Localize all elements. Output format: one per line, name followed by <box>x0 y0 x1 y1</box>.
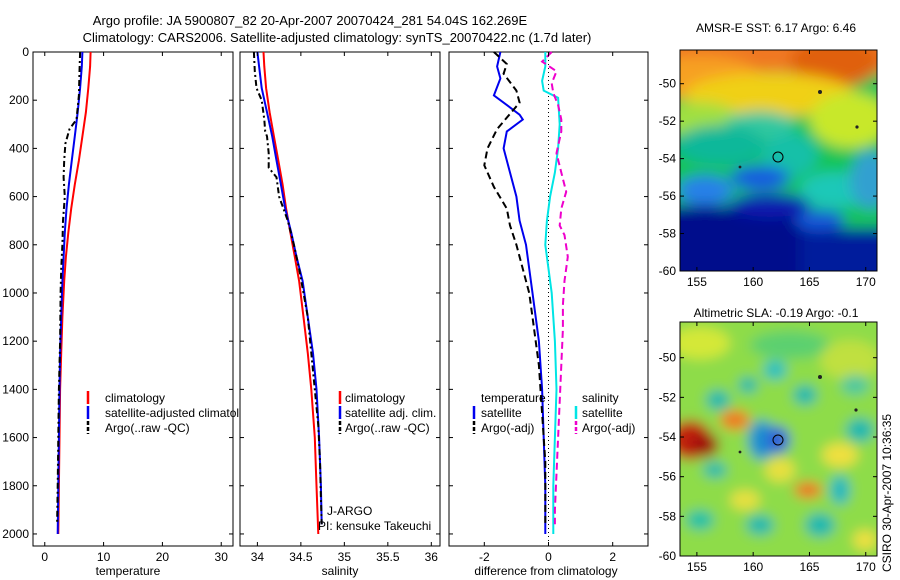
depth-tick-label: 1200 <box>2 334 29 348</box>
credit-label: CSIRO 30-Apr-2007 10:36:35 <box>880 414 894 572</box>
depth-tick-label: 400 <box>9 141 29 155</box>
sla-map-xtick-label: 160 <box>743 560 763 574</box>
sla-map-float-marker <box>772 434 784 446</box>
difference-legend-temperature: temperature satellite Argo(-adj) <box>472 391 546 435</box>
sla-map-ytick-label: -54 <box>659 430 677 444</box>
difference-xtick-label: -2 <box>479 550 490 564</box>
sst-map-island-dot <box>855 125 859 129</box>
difference-legend-salinity-title: salinity <box>582 391 619 405</box>
salinity-xtick-label: 35 <box>338 550 352 564</box>
difference-series-1 <box>483 51 547 525</box>
difference-legend-sal-satellite: satellite <box>582 406 623 420</box>
sst-map-panel: AMSR-E SST: 6.17 Argo: 6.46 <box>659 21 878 289</box>
figure-title-line1: Argo profile: JA 5900807_82 20-Apr-2007 … <box>93 13 528 28</box>
sla-map-island-dot <box>818 375 822 379</box>
temperature-series-2 <box>56 51 82 525</box>
temperature-legend-climatology: climatology <box>105 391 165 405</box>
sst-map-ytick-label: -52 <box>659 114 677 128</box>
sla-map-axes-box <box>679 321 878 557</box>
sla-map-island-dot <box>738 450 742 454</box>
depth-tick-label: 0 <box>22 45 29 59</box>
depth-tick-label: 2000 <box>2 527 29 541</box>
difference-panel: -2 0 2 difference from climatology tempera… <box>448 51 649 578</box>
temperature-xtick-label: 10 <box>97 550 111 564</box>
sla-map-image <box>680 322 877 556</box>
sst-map-axes-box <box>679 49 878 272</box>
temperature-legend: climatology satellite-adjusted climatolo… <box>86 391 258 435</box>
salinity-legend-argo: Argo(..raw -QC) <box>345 421 430 435</box>
difference-axes-box <box>448 51 649 547</box>
salinity-legend-satellite: satellite adj. clim. <box>345 406 436 420</box>
depth-tick-label: 1600 <box>2 431 29 445</box>
depth-tick-label: 600 <box>9 190 29 204</box>
sst-map-xtick-label: 170 <box>856 275 876 289</box>
depth-tick-label: 1800 <box>2 479 29 493</box>
difference-series-0 <box>492 51 547 534</box>
sst-map-ytick-label: -60 <box>659 264 677 278</box>
sst-map-image <box>680 50 877 271</box>
sla-map-xtick-label: 165 <box>799 560 819 574</box>
salinity-xtick-label: 34.5 <box>289 550 313 564</box>
difference-legend-sal-argo: Argo(-adj) <box>582 421 635 435</box>
temperature-axes-box <box>32 51 234 547</box>
difference-legend-temp-argo: Argo(-adj) <box>481 421 534 435</box>
sst-map-float-marker <box>772 151 784 163</box>
temperature-xtick-label: 30 <box>215 550 229 564</box>
salinity-xtick-label: 36 <box>425 550 439 564</box>
difference-legend-temperature-title: temperature <box>481 391 546 405</box>
sst-map-xtick-label: 160 <box>743 275 763 289</box>
sst-map-ytick-label: -56 <box>659 189 677 203</box>
temperature-xtick-label: 20 <box>156 550 170 564</box>
difference-series-3 <box>540 51 569 525</box>
difference-xtick-label: 2 <box>609 550 616 564</box>
sla-map-ytick-label: -60 <box>659 549 677 563</box>
salinity-series-2 <box>252 51 323 525</box>
sst-map-xtick-label: 155 <box>687 275 707 289</box>
difference-legend-salinity: salinity satellite Argo(-adj) <box>574 391 635 435</box>
difference-legend-temp-satellite: satellite <box>481 406 522 420</box>
temperature-legend-argo: Argo(..raw -QC) <box>105 421 190 435</box>
salinity-annotation-pi: PI: kensuke Takeuchi <box>318 519 431 533</box>
difference-series-2 <box>541 52 561 534</box>
sla-map-panel: Altimetric SLA: -0.19 Argo: -0.1 <box>659 306 878 574</box>
sla-map-xtick-label: 170 <box>856 560 876 574</box>
sst-map-ytick-label: -58 <box>659 227 677 241</box>
sst-map-ytick-label: -50 <box>659 77 677 91</box>
sla-map-ytick-label: -52 <box>659 390 677 404</box>
salinity-panel: 34 34.5 35 35.5 36 salinity climatology sate… <box>239 51 441 578</box>
salinity-annotation-program: J-ARGO <box>327 504 372 518</box>
sst-map-island-dot <box>738 165 742 169</box>
temperature-legend-satellite: satellite-adjusted climatology <box>105 406 258 420</box>
depth-tick-label: 800 <box>9 238 29 252</box>
temperature-xtick-label: 0 <box>41 550 48 564</box>
sla-map-xtick-label: 155 <box>687 560 707 574</box>
difference-xlabel: difference from climatology <box>474 564 617 578</box>
temperature-panel: 0 10 20 30 0 200 400 600 800 1000 1200 1400 1600 1800… <box>2 45 258 578</box>
sla-map-ytick-label: -56 <box>659 470 677 484</box>
temperature-xlabel: temperature <box>96 564 161 578</box>
sst-map-ytick-label: -54 <box>659 152 677 166</box>
sla-map-ytick-label: -50 <box>659 351 677 365</box>
salinity-xtick-label: 35.5 <box>376 550 400 564</box>
salinity-legend: climatology satellite adj. clim. Argo(..… <box>338 391 436 435</box>
sst-map-island-dot <box>818 90 822 94</box>
figure-title-line2: Climatology: CARS2006. Satellite-adjuste… <box>83 30 592 45</box>
depth-tick-label: 1400 <box>2 382 29 396</box>
sla-map-ytick-label: -58 <box>659 509 677 523</box>
difference-xtick-label: 0 <box>545 550 552 564</box>
depth-tick-label: 200 <box>9 93 29 107</box>
sst-map-title: AMSR-E SST: 6.17 Argo: 6.46 <box>696 21 856 35</box>
salinity-legend-climatology: climatology <box>345 391 405 405</box>
sla-map-title: Altimetric SLA: -0.19 Argo: -0.1 <box>694 306 859 320</box>
depth-tick-label: 1000 <box>2 286 29 300</box>
salinity-xtick-label: 34 <box>251 550 265 564</box>
salinity-xlabel: salinity <box>322 564 359 578</box>
sst-map-xtick-label: 165 <box>799 275 819 289</box>
sla-map-island-dot <box>854 408 858 412</box>
